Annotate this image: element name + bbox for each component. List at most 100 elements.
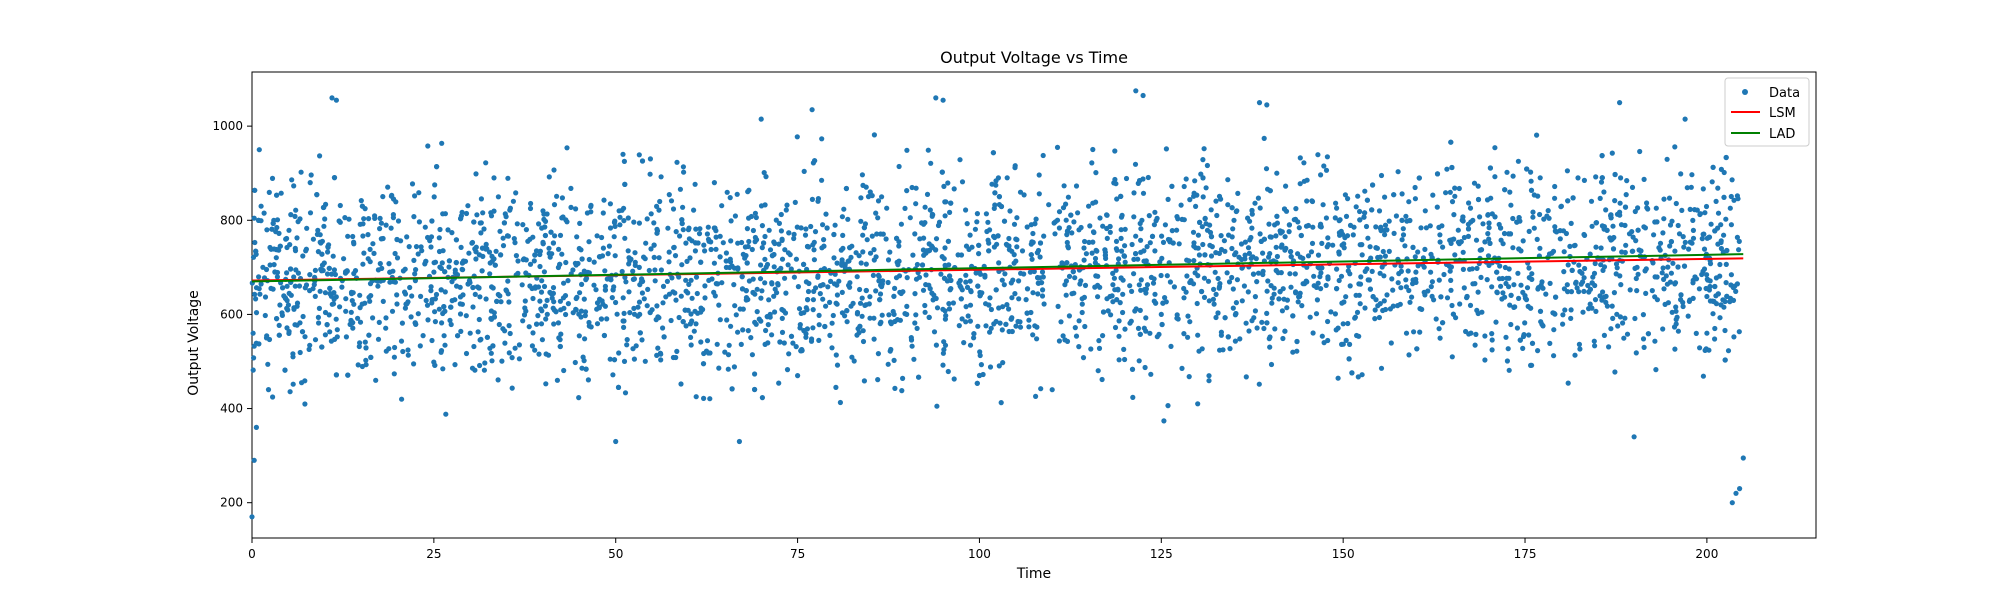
scatter-point xyxy=(308,172,314,178)
scatter-point xyxy=(285,302,291,308)
scatter-point xyxy=(1712,336,1718,342)
scatter-point xyxy=(388,193,394,199)
scatter-point xyxy=(1523,297,1530,303)
scatter-point xyxy=(490,285,496,291)
scatter-point xyxy=(1598,179,1605,185)
scatter-point xyxy=(752,210,759,216)
scatter-point xyxy=(929,290,935,296)
scatter-point xyxy=(1524,166,1530,172)
scatter-point xyxy=(412,271,418,277)
scatter-point xyxy=(1334,286,1340,292)
scatter-point xyxy=(1675,222,1681,229)
scatter-point xyxy=(748,335,754,341)
scatter-point xyxy=(963,279,969,285)
scatter-point xyxy=(394,292,400,298)
scatter-point xyxy=(856,253,862,259)
scatter-point xyxy=(997,320,1003,326)
scatter-point xyxy=(706,277,712,283)
scatter-point xyxy=(351,241,357,247)
scatter-point xyxy=(541,216,547,222)
scatter-point xyxy=(854,309,861,316)
scatter-point xyxy=(637,330,643,336)
scatter-point xyxy=(871,315,877,321)
scatter-point xyxy=(912,320,918,326)
scatter-point xyxy=(764,314,770,320)
scatter-point xyxy=(1729,177,1735,183)
scatter-point xyxy=(1249,225,1255,231)
scatter-point xyxy=(1328,309,1334,315)
scatter-point xyxy=(1024,224,1030,230)
scatter-point xyxy=(1617,314,1623,320)
scatter-point xyxy=(1335,375,1341,381)
data-points xyxy=(249,88,1746,520)
legend-label-data: Data xyxy=(1769,86,1800,101)
scatter-point xyxy=(614,311,620,317)
scatter-point xyxy=(874,231,880,237)
scatter-point xyxy=(963,272,969,278)
scatter-point xyxy=(1008,316,1014,322)
scatter-point xyxy=(443,411,449,417)
scatter-point xyxy=(682,307,688,313)
scatter-point xyxy=(639,337,645,343)
scatter-point xyxy=(920,287,927,293)
scatter-point xyxy=(1252,308,1258,314)
scatter-point xyxy=(357,340,363,346)
scatter-point xyxy=(598,316,605,322)
scatter-point xyxy=(1460,214,1466,220)
scatter-point xyxy=(326,312,332,318)
scatter-point xyxy=(992,190,998,196)
scatter-point xyxy=(286,290,292,296)
scatter-point xyxy=(1653,367,1659,373)
scatter-point xyxy=(1694,207,1700,213)
scatter-point xyxy=(1437,335,1443,341)
scatter-point xyxy=(1444,295,1451,301)
scatter-point xyxy=(804,243,811,250)
scatter-point xyxy=(1292,271,1298,277)
scatter-point xyxy=(1016,296,1022,302)
scatter-point xyxy=(515,258,521,264)
scatter-point xyxy=(859,172,866,178)
scatter-point xyxy=(256,341,262,347)
scatter-point xyxy=(504,288,510,294)
scatter-point xyxy=(847,280,853,286)
scatter-point xyxy=(540,208,546,214)
scatter-point xyxy=(929,211,936,217)
scatter-point xyxy=(967,278,973,284)
scatter-point xyxy=(680,227,686,233)
y-tick-label: 200 xyxy=(220,496,243,510)
scatter-point xyxy=(1055,303,1061,309)
scatter-point xyxy=(1212,269,1218,275)
scatter-point xyxy=(1601,294,1608,300)
scatter-point xyxy=(749,246,755,253)
scatter-point xyxy=(1252,294,1258,300)
scatter-point xyxy=(1250,254,1256,260)
scatter-point xyxy=(769,253,776,259)
scatter-point xyxy=(828,278,834,284)
scatter-point xyxy=(538,289,545,295)
scatter-point xyxy=(683,323,689,329)
scatter-point xyxy=(495,291,501,298)
scatter-point xyxy=(1340,321,1346,327)
scatter-point xyxy=(1568,307,1574,313)
scatter-point xyxy=(1640,336,1647,342)
scatter-point xyxy=(250,367,256,373)
scatter-point xyxy=(1137,178,1143,184)
scatter-point xyxy=(1618,222,1625,228)
scatter-point xyxy=(1170,240,1176,246)
scatter-point xyxy=(1216,193,1223,199)
scatter-point xyxy=(1507,231,1514,237)
scatter-point xyxy=(999,277,1005,283)
scatter-point xyxy=(1222,315,1228,321)
scatter-point xyxy=(425,143,431,149)
scatter-point xyxy=(1127,283,1133,289)
scatter-point xyxy=(919,262,926,268)
scatter-point xyxy=(510,198,516,204)
scatter-point xyxy=(330,253,336,259)
scatter-point xyxy=(1499,275,1506,282)
scatter-point xyxy=(402,266,408,272)
scatter-point xyxy=(786,351,792,357)
scatter-point xyxy=(859,295,865,301)
scatter-point xyxy=(987,295,993,301)
scatter-point xyxy=(813,285,819,291)
scatter-point xyxy=(717,233,723,239)
